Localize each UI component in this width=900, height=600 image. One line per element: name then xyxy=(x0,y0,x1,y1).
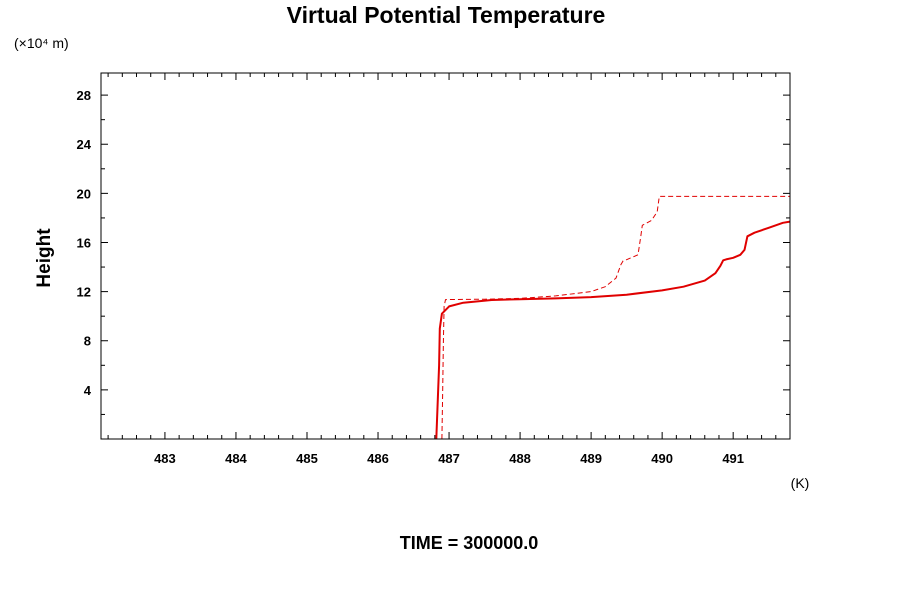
y-tick-label: 16 xyxy=(77,235,91,250)
x-unit-label: (K) xyxy=(791,475,810,491)
y-tick-label: 24 xyxy=(77,137,92,152)
x-tick-label: 483 xyxy=(154,451,176,466)
y-tick-label: 4 xyxy=(84,383,92,398)
x-tick-label: 490 xyxy=(651,451,673,466)
x-tick-label: 491 xyxy=(722,451,744,466)
ticks-layer: 483 484 485 486 487 488 489 490 491 4 8 12 16 20 24 28 xyxy=(77,73,791,466)
x-tick-label: 487 xyxy=(438,451,460,466)
time-footer: TIME = 300000.0 xyxy=(400,533,539,553)
x-tick-label: 484 xyxy=(225,451,247,466)
y-tick-label: 28 xyxy=(77,88,91,103)
series-layer xyxy=(435,195,791,440)
plot-frame xyxy=(100,72,791,440)
x-tick-label: 486 xyxy=(367,451,389,466)
y-unit-label: (×10⁴ m) xyxy=(14,35,69,51)
y-tick-label: 8 xyxy=(84,334,91,349)
x-tick-label: 489 xyxy=(580,451,602,466)
x-tick-label: 488 xyxy=(509,451,531,466)
chart-title: Virtual Potential Temperature xyxy=(287,2,606,28)
y-tick-label: 20 xyxy=(77,186,91,201)
y-tick-label: 12 xyxy=(77,285,91,300)
x-tick-label: 485 xyxy=(296,451,318,466)
series-line-dashed xyxy=(441,195,790,440)
series-line-solid xyxy=(435,220,791,440)
y-axis-label: Height xyxy=(34,228,55,288)
